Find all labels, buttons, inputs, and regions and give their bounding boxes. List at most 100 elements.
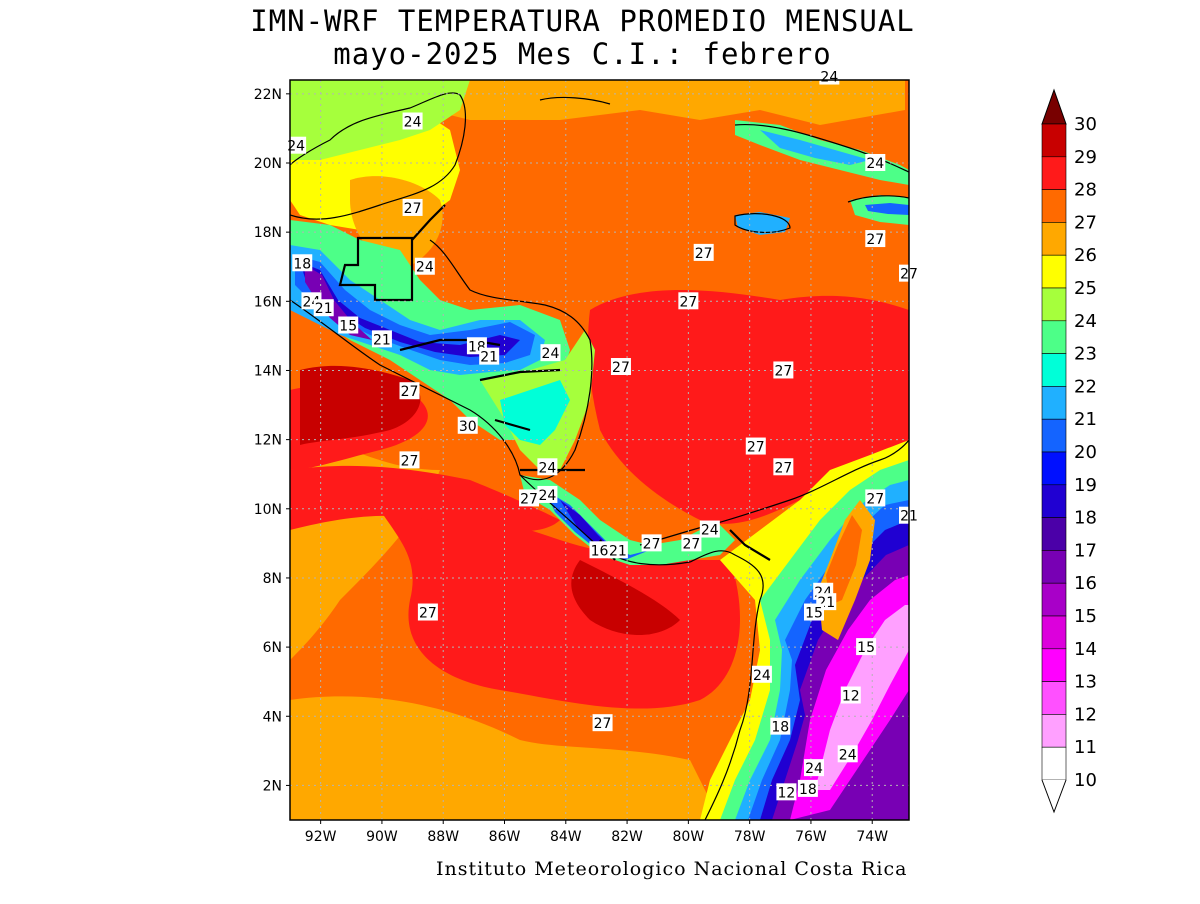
field-hispaniola-blue (865, 203, 909, 215)
colorbar-label: 24 (1074, 311, 1097, 332)
field-nicaragua-cyan (500, 380, 570, 445)
colorbar-swatch (1041, 648, 1067, 682)
contour-label-bg (537, 458, 558, 476)
contour-label-bg (338, 316, 359, 334)
contour-label-bg (840, 686, 861, 704)
contour-label: 24 (699, 520, 720, 539)
colorbar: 30 29 28 27 26 25 24 23 22 21 20 19 18 17 16 15 14 13 12 11… (1041, 88, 1097, 814)
contour-label-bg (592, 714, 613, 732)
lat-tick-label: 16N (254, 294, 282, 310)
colorbar-label: 10 (1074, 770, 1097, 791)
lat-tick-label: 14N (254, 363, 282, 379)
colorbar-swatch (1041, 222, 1067, 256)
contour-label: 24 (402, 112, 423, 130)
contour-label: 21 (371, 330, 392, 348)
colorbar-swatch (1041, 451, 1067, 486)
contour-label-bg (402, 198, 423, 216)
contour-label-bg (589, 541, 610, 559)
colorbar-swatch (1041, 746, 1067, 781)
contour-label: 24 (540, 344, 561, 362)
contour-label: 30 (457, 416, 478, 435)
contour-label-text: 16 (591, 543, 609, 559)
colorbar-swatch (1041, 156, 1067, 190)
contour-label: 24 (804, 759, 825, 777)
colorbar-swatch (1041, 582, 1067, 617)
colorbar-swatch (1041, 320, 1067, 354)
contour-label-text: 27 (774, 363, 792, 379)
contour-label: 27 (610, 358, 631, 376)
contour-label: 18 (292, 254, 313, 272)
contour-label-bg (519, 489, 540, 507)
contour-label: 27 (773, 458, 794, 476)
lon-tick-label: 78W (734, 829, 766, 845)
colorbar-swatch (1041, 418, 1067, 453)
colorbar-label: 14 (1074, 639, 1097, 660)
contour-label-text: 27 (695, 246, 713, 262)
lon-tick-label: 74W (856, 829, 888, 845)
contour-label-text: 27 (774, 460, 792, 476)
colorbar-label: 20 (1074, 442, 1097, 463)
contour-label-bg (804, 603, 825, 621)
colorbar-top-arrow (1041, 88, 1067, 125)
contour-label: 12 (840, 686, 861, 705)
colorbar-label: 18 (1074, 508, 1097, 529)
contour-label-bg (479, 347, 500, 365)
contour-label-text: 27 (594, 716, 612, 732)
lon-tick-label: 86W (489, 829, 521, 845)
contour-label-text: 24 (839, 747, 857, 763)
contour-label-text: 21 (315, 301, 333, 317)
lat-tick-label: 20N (254, 156, 282, 172)
contour-label-text: 27 (866, 232, 884, 248)
contour-label-text: 21 (373, 332, 391, 348)
contour-label-text: 21 (609, 543, 627, 559)
colorbar-label: 22 (1074, 376, 1097, 397)
contour-label-bg (773, 361, 794, 379)
contour-label-text: 27 (683, 536, 701, 552)
contour-label-bg (751, 665, 772, 683)
contour-label-text: 27 (747, 440, 765, 456)
field-yucatan-green (290, 80, 470, 160)
contour-label-bg (770, 717, 791, 735)
lon-tick-label: 76W (795, 829, 827, 845)
contour-label: 27 (693, 243, 714, 262)
contour-label: 15 (804, 603, 825, 622)
colorbar-swatch (1041, 123, 1067, 158)
colorbar-swatch (1041, 353, 1067, 387)
field-cuba-blue (760, 130, 870, 165)
contour-label: 15 (338, 316, 359, 335)
contour-label-text: 18 (293, 256, 311, 272)
colorbar-label: 30 (1074, 114, 1097, 135)
contour-label-bg (414, 257, 435, 275)
contour-label-bg (681, 534, 702, 552)
contour-label: 15 (856, 638, 877, 656)
contour-label: 21 (479, 347, 500, 366)
contour-label-text: 18 (799, 782, 817, 798)
colorbar-bottom-arrow (1041, 779, 1067, 814)
contour-label-text: 21 (480, 350, 498, 366)
contour-label-text: 24 (542, 346, 560, 362)
contour-label-text: 24 (805, 761, 823, 777)
contour-label: 27 (399, 451, 420, 469)
contour-label: 27 (865, 489, 886, 507)
contour-label-bg (313, 299, 334, 317)
contour-label: 27 (417, 603, 438, 622)
contour-label: 24 (837, 745, 858, 763)
contour-label-text: 24 (287, 139, 305, 155)
lat-tick-label: 10N (254, 502, 282, 518)
lat-tick-label: 6N (263, 640, 282, 656)
contour-label-text: 27 (404, 201, 422, 217)
contour-label-text: 27 (866, 491, 884, 507)
contour-label: 27 (402, 198, 423, 217)
contour-label-bg (745, 437, 766, 455)
contour-label: 27 (745, 437, 766, 456)
contour-label-text: 24 (820, 70, 838, 86)
map-field (290, 80, 909, 820)
field-jamaica (735, 212, 790, 235)
contour-label: 27 (641, 534, 662, 552)
contour-label-bg (371, 330, 392, 348)
contour-label-text: 24 (753, 668, 771, 684)
contour-label: 18 (770, 717, 791, 736)
contour-label-text: 15 (857, 640, 875, 656)
contour-label-text: 24 (416, 260, 434, 276)
